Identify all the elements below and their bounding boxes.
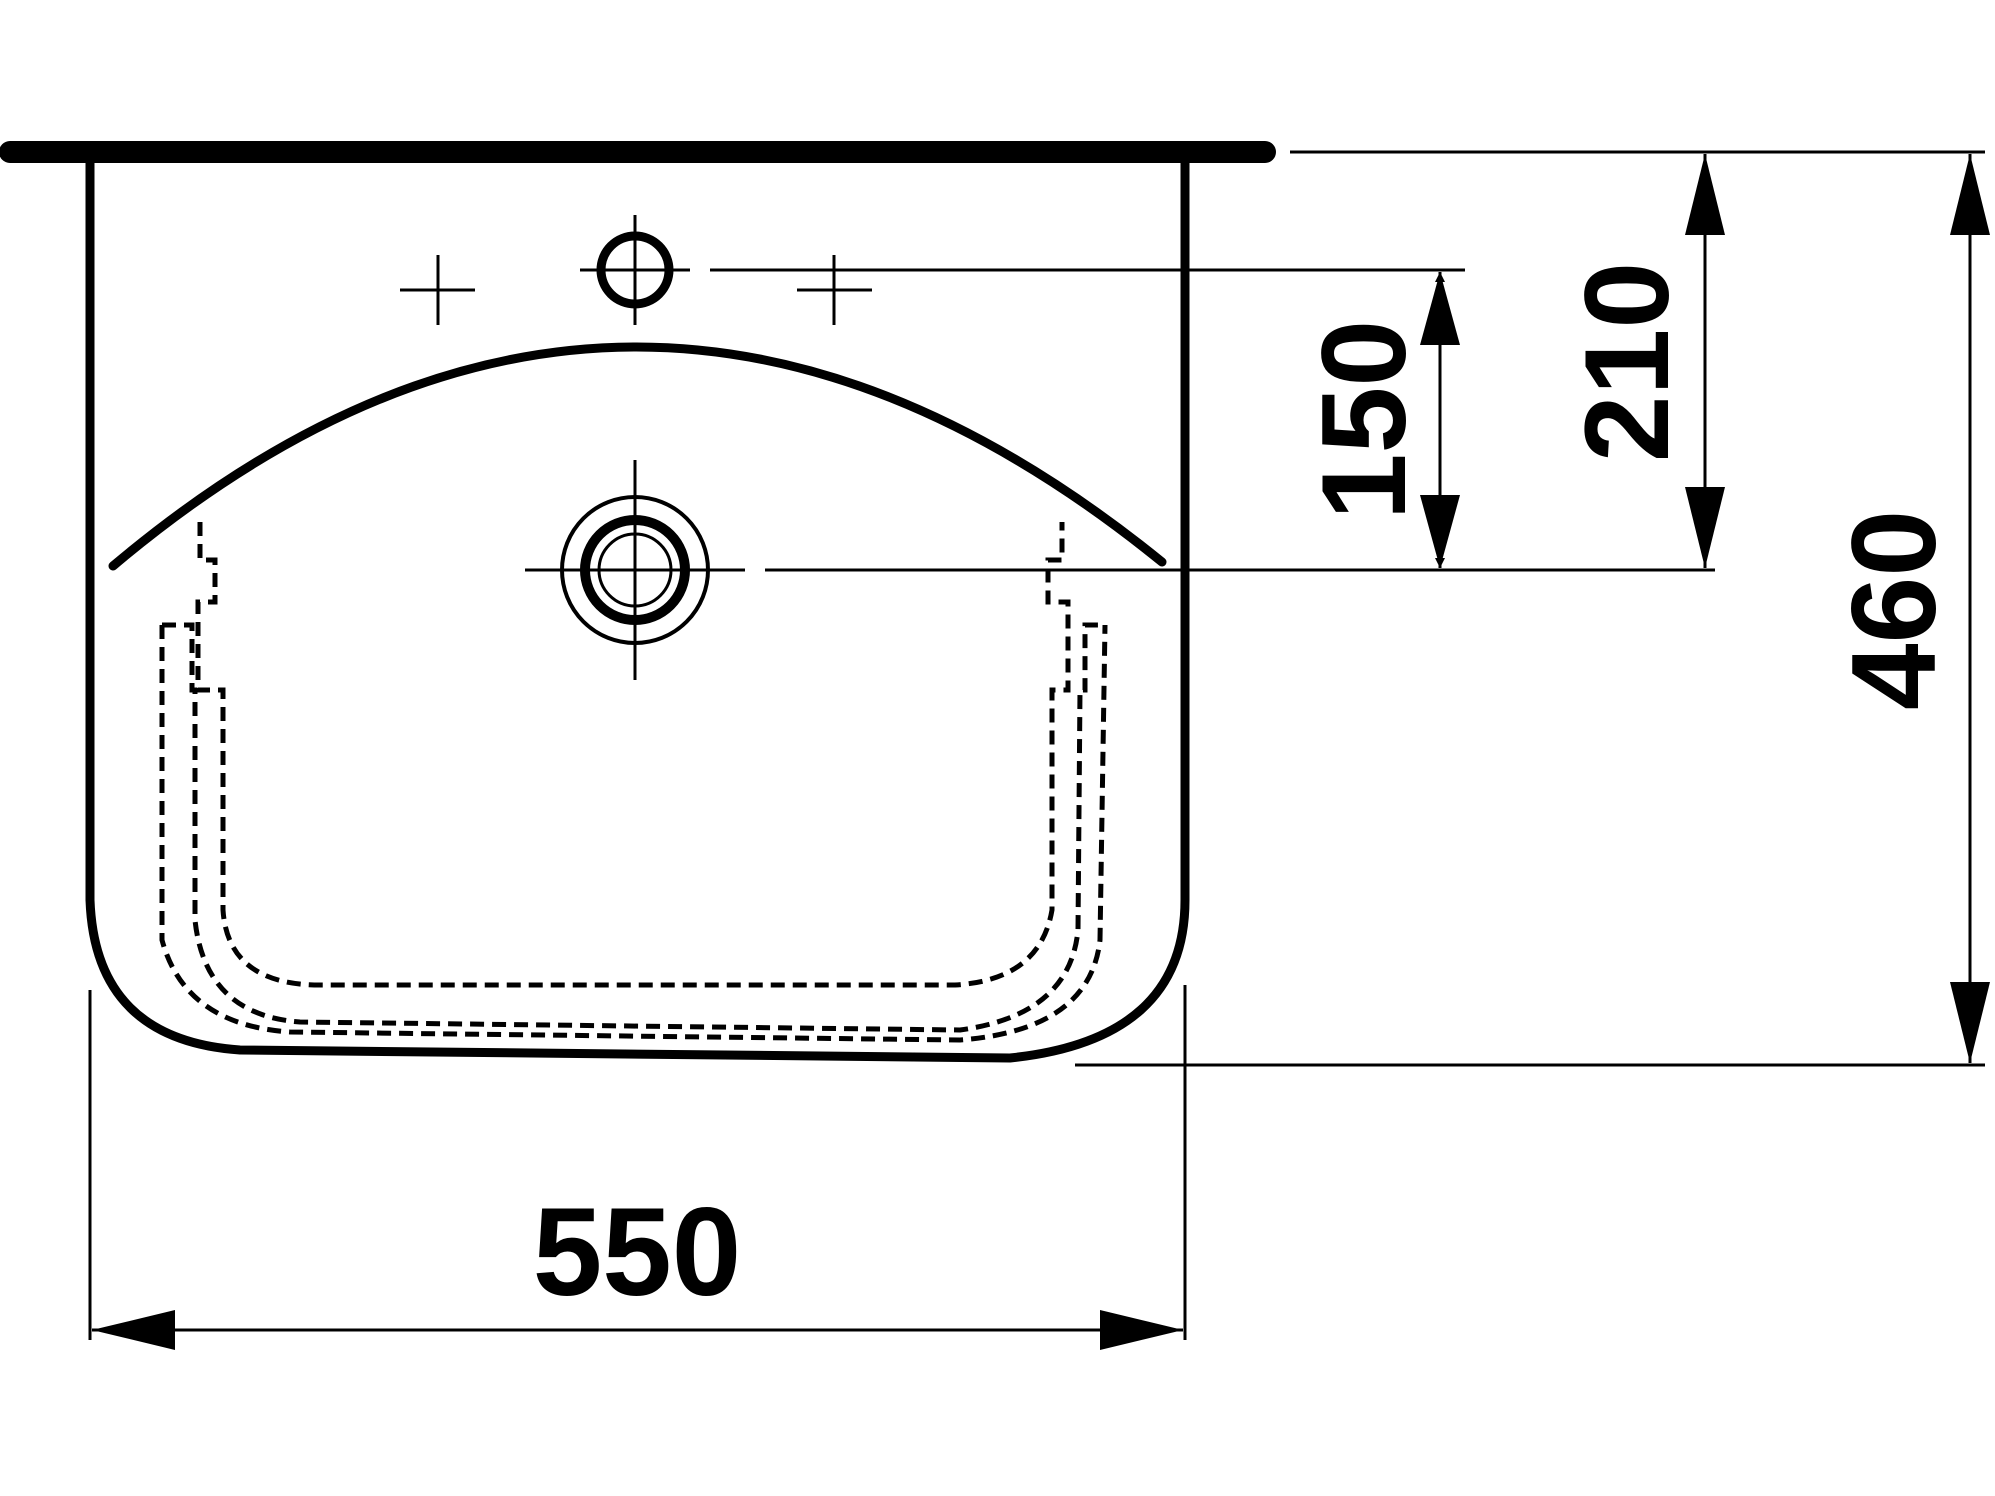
- dimension-210: 210: [1560, 154, 1725, 568]
- dimension-210-label: 210: [1560, 262, 1694, 462]
- dimension-460: 460: [1827, 154, 1990, 1063]
- tap-hole: [580, 215, 690, 325]
- hidden-bowl-outer: [159, 624, 1108, 1043]
- hidden-bowl-middle: [162, 622, 1105, 1033]
- basin-outline: [85, 162, 1190, 1063]
- dimension-550: 550: [88, 985, 1187, 1350]
- optional-tap-hole-right: [797, 255, 872, 325]
- dimension-150-label: 150: [1297, 320, 1431, 520]
- dimension-150: 150: [1297, 272, 1460, 568]
- optional-tap-hole-left: [400, 255, 475, 325]
- hidden-bowl-outline: [159, 522, 1108, 1043]
- hidden-bowl-inner: [195, 522, 1071, 988]
- waste-outlet: [525, 460, 745, 680]
- dimension-460-label: 460: [1827, 510, 1961, 710]
- bowl-arc: [108, 342, 1167, 571]
- dimension-550-label: 550: [533, 1183, 742, 1322]
